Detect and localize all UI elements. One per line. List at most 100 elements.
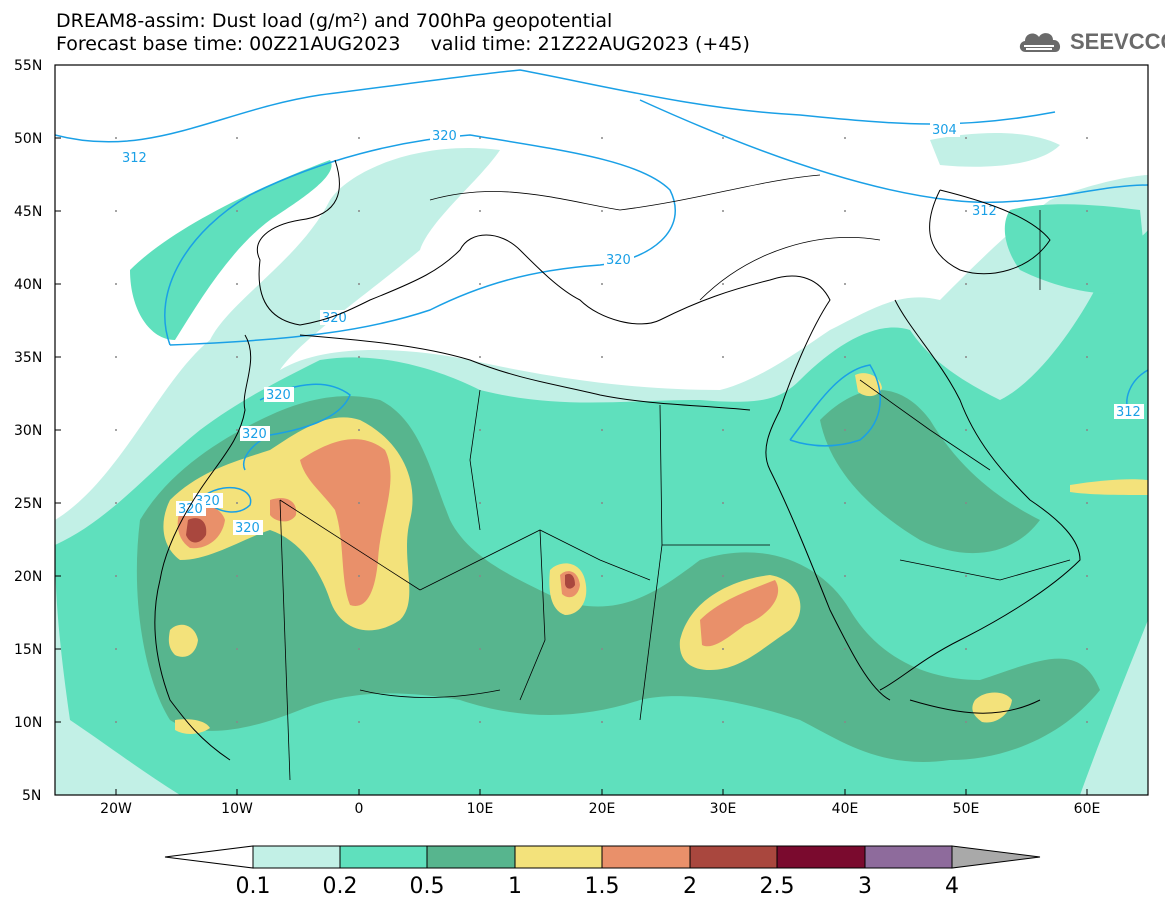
graticule-dot	[358, 283, 360, 285]
lat-label: 50N	[14, 131, 42, 147]
contour-label-box	[430, 128, 460, 143]
graticule-dot	[722, 210, 724, 212]
graticule-dot	[479, 429, 481, 431]
graticule-dot	[601, 137, 603, 139]
graticule-dot	[844, 137, 846, 139]
colorbar-segment	[252, 845, 341, 869]
lat-label: 25N	[14, 496, 42, 512]
graticule-dot	[1086, 502, 1088, 504]
lat-label: 10N	[14, 715, 42, 731]
lat-label: 15N	[14, 642, 42, 658]
cloud-icon	[1019, 33, 1061, 52]
graticule-dot	[236, 429, 238, 431]
graticule-dot	[844, 648, 846, 650]
colorbar-label: 0.2	[323, 874, 358, 899]
lat-label: 5N	[22, 788, 41, 804]
contour-label-box	[176, 501, 206, 516]
graticule-dot	[115, 575, 117, 577]
graticule-dot	[722, 721, 724, 723]
graticule-dot	[722, 502, 724, 504]
graticule-dot	[358, 721, 360, 723]
contour-label: 320	[178, 502, 203, 517]
graticule-dot	[236, 502, 238, 504]
contour-label-box	[120, 150, 150, 165]
colorbar-label: 1	[508, 874, 522, 899]
colorbar-segment	[864, 845, 953, 869]
map-subtitle: Forecast base time: 00Z21AUG2023 valid t…	[56, 33, 750, 55]
graticule-dot	[236, 210, 238, 212]
latitude-labels: 55N 50N 45N 40N 35N 30N 25N 20N 15N 10N …	[14, 58, 42, 804]
graticule-dot	[1086, 429, 1088, 431]
graticule-dot	[1086, 356, 1088, 358]
colorbar-segment	[689, 845, 778, 869]
graticule-dot	[965, 721, 967, 723]
colorbar-label: 2.5	[760, 874, 795, 899]
graticule-dot	[115, 137, 117, 139]
colorbar-right-arrow	[951, 845, 1041, 869]
graticule-dot	[115, 356, 117, 358]
contour-labels: 312 320 304 312 320 320 320 320 320 320 …	[120, 122, 1144, 536]
seevccc-logo: SEEVCCC	[1016, 26, 1165, 58]
graticule-dot	[358, 356, 360, 358]
graticule-dot	[479, 721, 481, 723]
graticule-dot	[844, 575, 846, 577]
colorbar-segment	[601, 845, 691, 869]
graticule-dot	[1086, 721, 1088, 723]
lon-label: 30E	[710, 801, 737, 817]
graticule-dot	[236, 648, 238, 650]
graticule-dot	[844, 283, 846, 285]
graticule-dot	[601, 210, 603, 212]
graticule-dot	[479, 502, 481, 504]
contour-label-box	[240, 426, 270, 441]
graticule-dot	[479, 210, 481, 212]
lat-label: 20N	[14, 569, 42, 585]
contour-label: 312	[1116, 405, 1141, 420]
graticule-dot	[358, 502, 360, 504]
contour-label: 320	[266, 388, 291, 403]
contour-label: 320	[322, 311, 347, 326]
country-borders	[279, 174, 1071, 781]
graticule-dots	[115, 137, 1088, 723]
graticule-dot	[1086, 648, 1088, 650]
lon-label: 10E	[467, 801, 494, 817]
colorbar-label: 3	[858, 874, 872, 899]
graticule-dot	[115, 283, 117, 285]
lat-label: 35N	[14, 350, 42, 366]
graticule-dot	[965, 502, 967, 504]
graticule-dot	[115, 210, 117, 212]
colorbar-left-arrow	[164, 845, 254, 869]
colorbar-label: 0.5	[410, 874, 445, 899]
lon-label: 60E	[1074, 801, 1101, 817]
lon-label: 0	[355, 801, 364, 817]
lon-label: 40E	[832, 801, 859, 817]
graticule-dot	[358, 137, 360, 139]
graticule-dot	[844, 429, 846, 431]
lat-label: 30N	[14, 423, 42, 439]
graticule-dot	[601, 283, 603, 285]
graticule-dot	[844, 502, 846, 504]
graticule-dot	[601, 502, 603, 504]
graticule-dot	[722, 356, 724, 358]
map-title: DREAM8-assim: Dust load (g/m²) and 700hP…	[56, 10, 613, 32]
graticule-dot	[601, 575, 603, 577]
graticule-dot	[358, 210, 360, 212]
graticule-dot	[722, 429, 724, 431]
contour-label-box	[320, 310, 350, 325]
contour-label-box	[930, 122, 960, 137]
longitude-labels: 20W 10W 0 10E 20E 30E 40E 50E 60E	[100, 801, 1100, 817]
contour-label-box	[604, 252, 634, 267]
contour-label: 320	[235, 521, 260, 536]
contour-label: 320	[242, 427, 267, 442]
graticule-dot	[115, 502, 117, 504]
graticule-dot	[965, 210, 967, 212]
contour-label-box	[970, 203, 1000, 218]
colorbar-label: 2	[683, 874, 697, 899]
graticule-dot	[479, 356, 481, 358]
coastlines	[154, 159, 1081, 761]
colorbar-segment	[339, 845, 428, 869]
contour-label-box	[233, 520, 263, 535]
graticule-dot	[236, 137, 238, 139]
graticule-dot	[236, 356, 238, 358]
graticule-dot	[1086, 575, 1088, 577]
lon-label: 10W	[221, 801, 253, 817]
